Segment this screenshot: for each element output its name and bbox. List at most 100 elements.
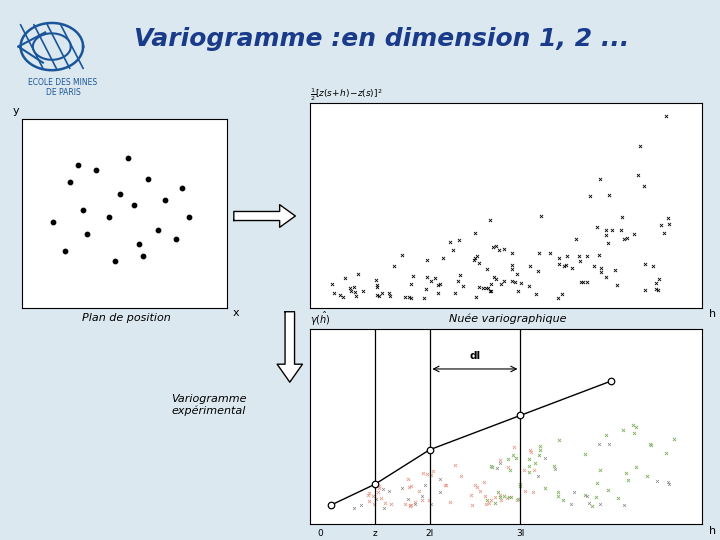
Point [348,283,360,292]
Point [370,495,382,503]
Text: x: x [233,308,239,319]
Point [503,463,514,471]
Point [511,496,523,504]
Point [557,496,569,504]
Point [600,273,612,281]
Point [374,484,385,492]
Point [606,226,618,235]
Point [580,490,591,499]
Text: h: h [709,309,716,319]
Point [506,277,518,286]
Point [371,282,382,291]
Point [485,461,497,470]
Point [403,293,415,302]
Point [536,212,547,221]
Point [511,270,523,279]
Point [133,240,145,248]
Point [469,481,481,490]
Point [481,496,492,504]
Point [617,425,629,434]
Point [642,472,653,481]
Point [372,488,384,496]
Point [533,472,544,481]
Point [48,218,59,226]
Point [651,279,662,287]
Point [160,195,171,204]
Point [404,502,415,510]
Point [424,446,436,454]
Point [466,501,477,509]
Point [553,435,564,444]
Point [524,262,536,271]
Point [487,463,498,471]
Point [409,497,420,506]
Text: $\gamma(\hat{h})$: $\gamma(\hat{h})$ [310,310,330,328]
Point [539,483,551,492]
Point [109,257,121,266]
Text: Plan de position: Plan de position [81,313,171,323]
Point [632,171,644,180]
Point [595,465,606,474]
Point [469,229,480,238]
Point [367,492,379,501]
Point [660,449,672,457]
Text: dl: dl [469,350,480,361]
Point [400,293,411,301]
Point [457,281,469,290]
Point [618,234,630,243]
Point [529,459,541,468]
Point [469,254,480,263]
Point [579,450,590,458]
Point [518,465,530,474]
Point [630,423,642,431]
Point [620,469,631,478]
Point [184,212,195,221]
Point [465,490,477,499]
Point [421,272,433,281]
Point [591,479,603,488]
Point [505,493,517,502]
Point [122,154,134,163]
Point [405,481,417,490]
Point [482,265,493,274]
Point [498,277,510,286]
Point [490,242,501,251]
Point [628,420,639,429]
Point [368,500,379,509]
Point [152,226,163,235]
Point [405,294,417,302]
Point [600,231,612,239]
Point [454,271,466,280]
Point [104,212,115,221]
Point [501,494,513,502]
Point [528,465,539,474]
Point [639,260,651,268]
Point [176,183,188,192]
Point [64,178,76,187]
Point [137,252,148,261]
Point [373,292,384,301]
Point [489,273,500,281]
Point [575,278,587,287]
Point [584,498,595,507]
Point [495,279,507,288]
Point [81,230,93,238]
Point [379,499,390,508]
Point [383,289,395,298]
Point [634,141,646,150]
Point [662,214,674,222]
Text: z: z [373,529,377,538]
Point [479,492,490,501]
Point [513,494,524,503]
Point [519,487,531,495]
Point [416,496,428,504]
Point [434,488,446,497]
Point [506,249,518,258]
Point [474,486,485,495]
Point [384,487,395,495]
Point [402,475,414,483]
Text: Nuée variographique: Nuée variographique [449,313,567,323]
Point [485,280,497,288]
Point [482,284,493,292]
Point [534,442,546,450]
